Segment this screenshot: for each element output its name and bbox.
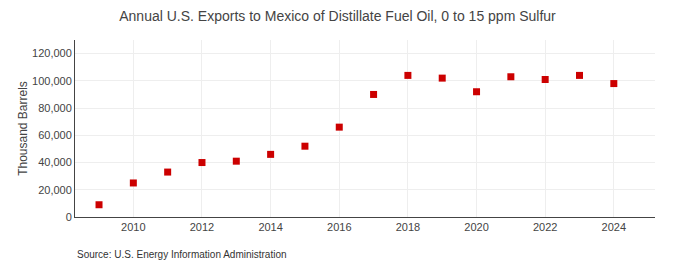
svg-text:2018: 2018 xyxy=(396,221,420,233)
svg-text:2022: 2022 xyxy=(533,221,557,233)
svg-text:2014: 2014 xyxy=(258,221,282,233)
svg-text:2012: 2012 xyxy=(190,221,214,233)
svg-text:60,000: 60,000 xyxy=(38,129,72,141)
svg-text:2010: 2010 xyxy=(121,221,145,233)
svg-text:80,000: 80,000 xyxy=(38,102,72,114)
svg-text:Annual U.S. Exports to Mexico: Annual U.S. Exports to Mexico of Distill… xyxy=(119,8,556,24)
svg-text:Source: U.S. Energy Informatio: Source: U.S. Energy Information Administ… xyxy=(77,249,287,260)
svg-text:120,000: 120,000 xyxy=(32,47,72,59)
svg-text:2020: 2020 xyxy=(464,221,488,233)
svg-text:40,000: 40,000 xyxy=(38,156,72,168)
svg-text:20,000: 20,000 xyxy=(38,184,72,196)
svg-text:100,000: 100,000 xyxy=(32,75,72,87)
svg-text:2016: 2016 xyxy=(327,221,351,233)
svg-text:Thousand Barrels: Thousand Barrels xyxy=(16,81,30,176)
svg-text:0: 0 xyxy=(66,211,72,223)
svg-text:2024: 2024 xyxy=(602,221,626,233)
